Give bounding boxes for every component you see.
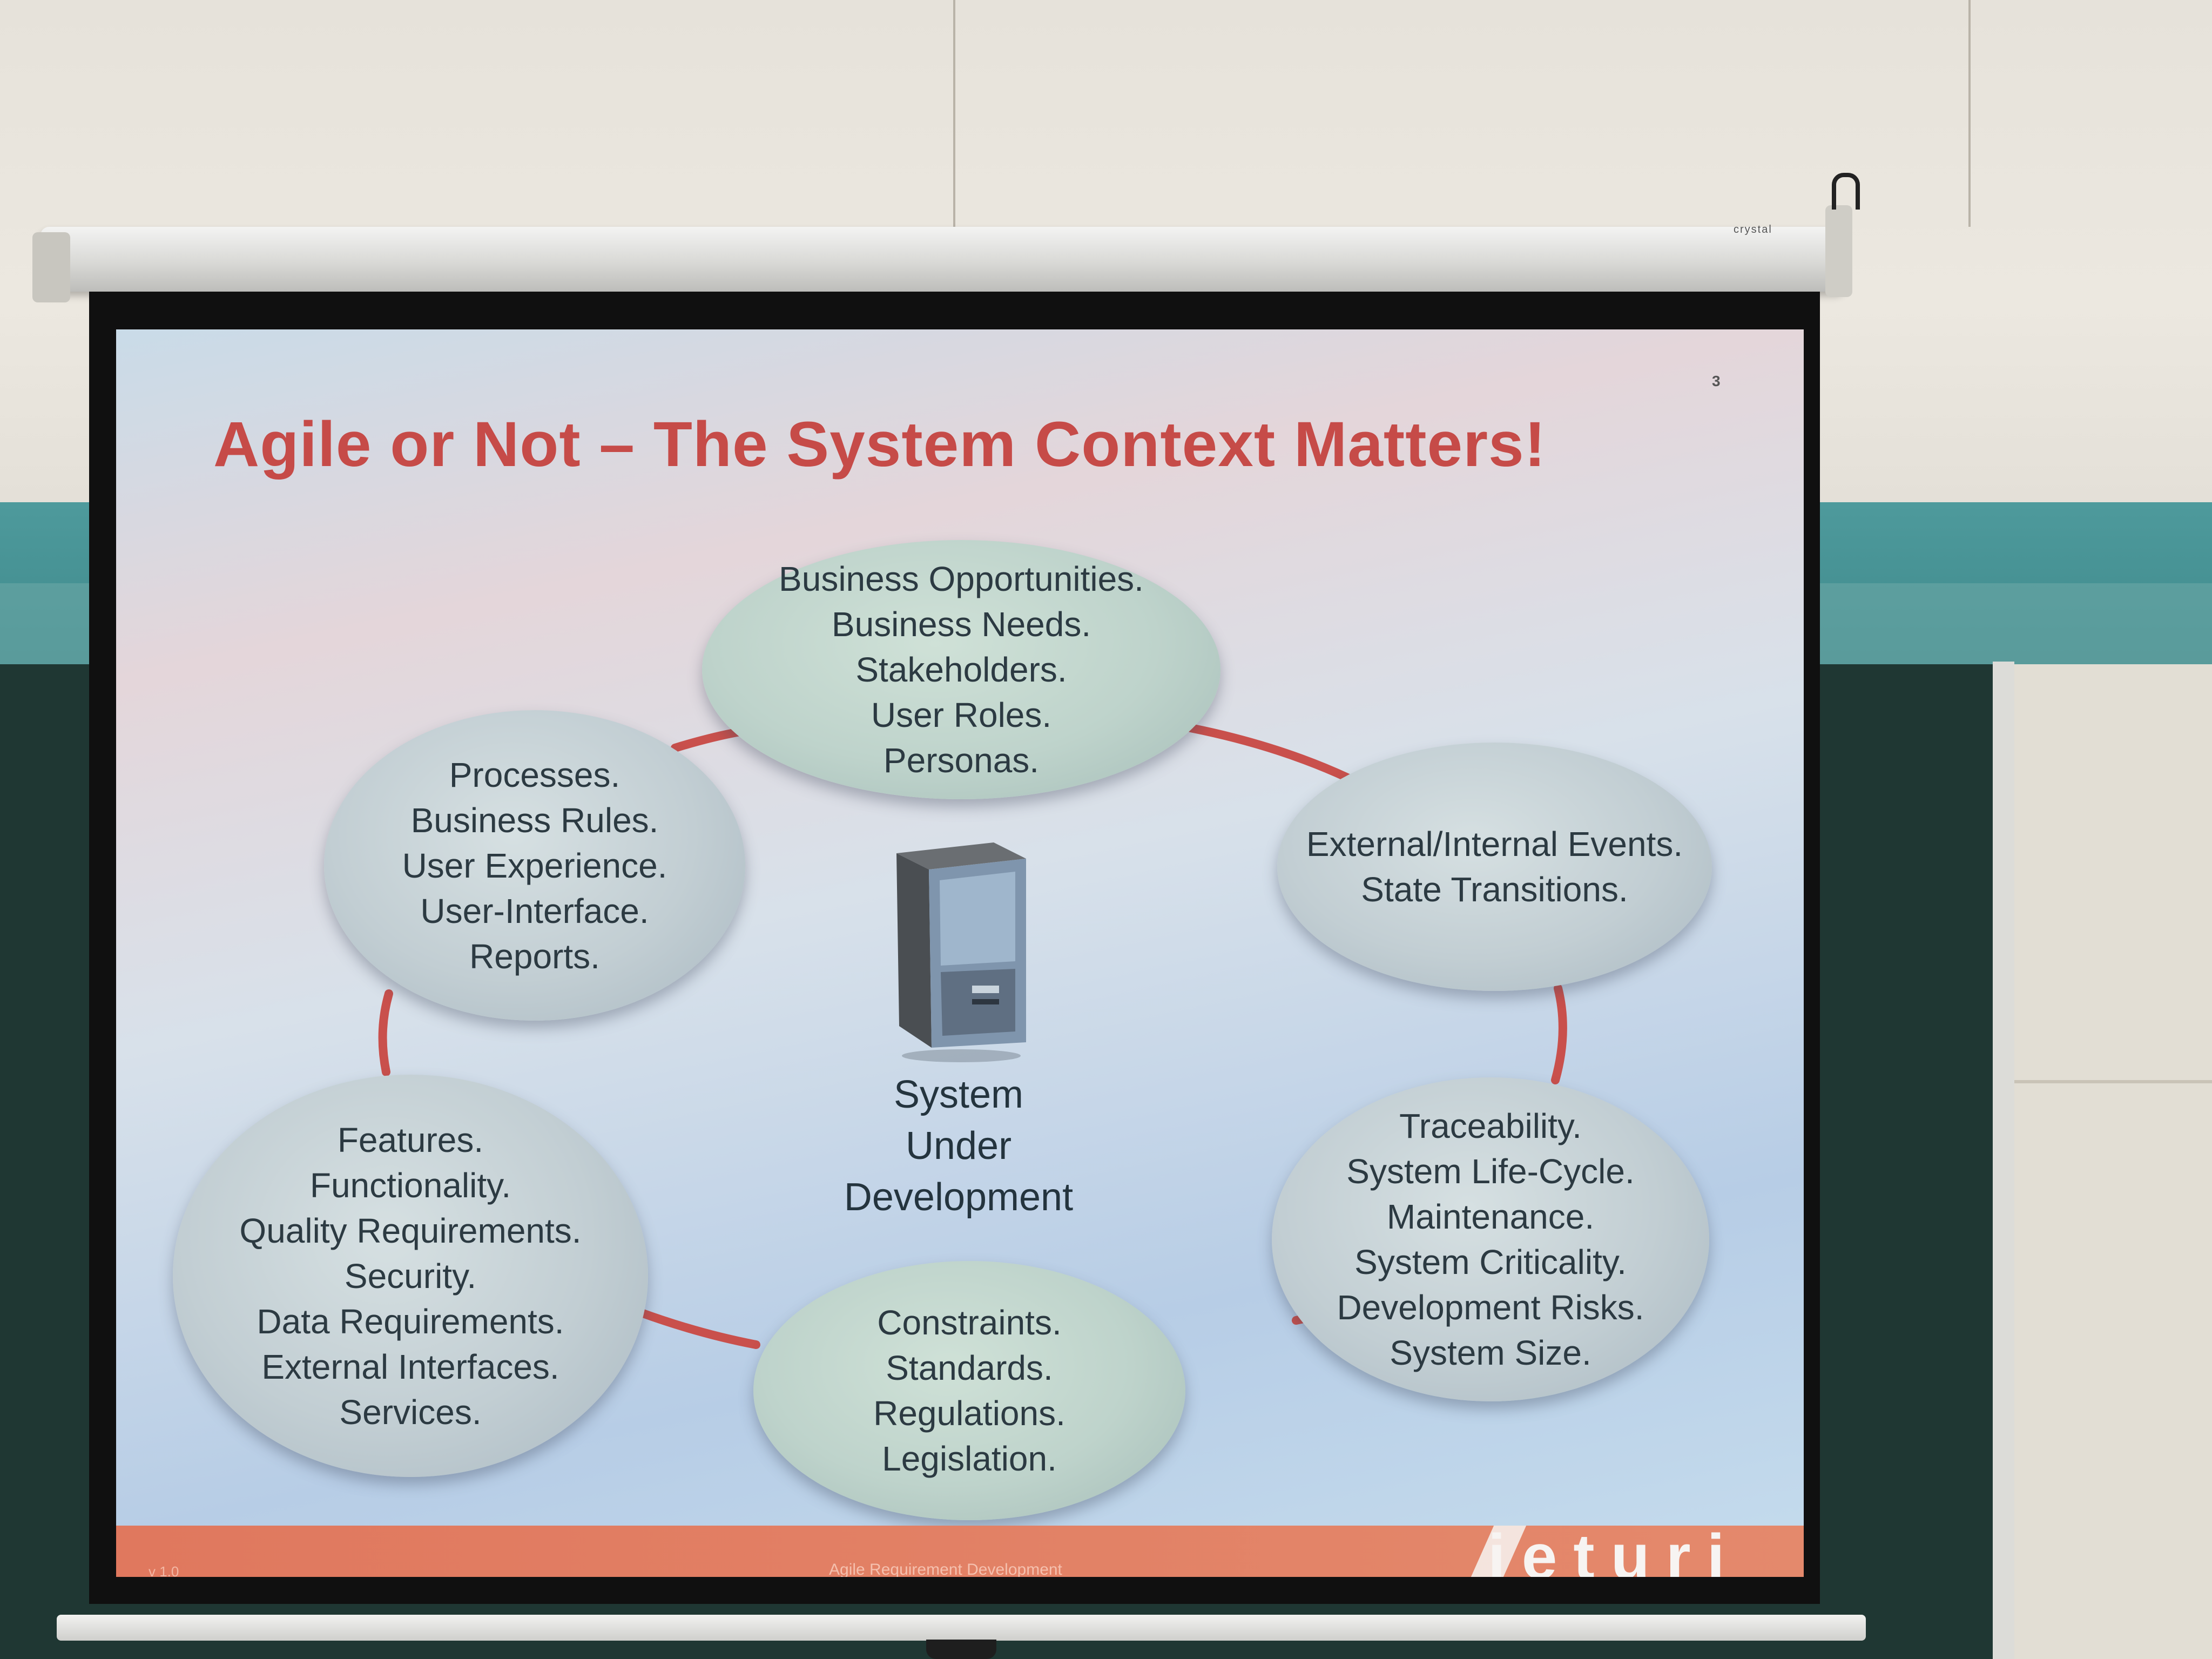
bubble-line: Processes. — [449, 755, 621, 794]
center-label: System Under Development — [786, 1069, 1131, 1223]
bubble-line: Regulations. — [873, 1394, 1065, 1433]
wall-right — [2014, 664, 2212, 1659]
footer-course-title: Agile Requirement Development — [829, 1561, 1062, 1577]
connector-arc — [1551, 984, 1567, 1084]
bubble-line: Data Requirements. — [257, 1301, 564, 1341]
bubble-line: Development Risks. — [1337, 1288, 1644, 1327]
slide-footer — [116, 1526, 1804, 1577]
connector-arc — [1186, 724, 1352, 782]
bubble-line: Security. — [344, 1256, 477, 1296]
bubble-line: System Criticality. — [1354, 1243, 1627, 1282]
connector-arc — [378, 989, 393, 1076]
wall-seam — [1968, 0, 1971, 227]
center-label-line: System — [893, 1073, 1024, 1116]
context-bubble-left-upper: Processes. Business Rules. User Experien… — [324, 710, 745, 1021]
projected-slide: 3 Agile or Not – The System Context Matt… — [116, 329, 1804, 1577]
bubble-line: State Transitions. — [1361, 870, 1628, 909]
bubble-line: Functionality. — [309, 1165, 511, 1205]
context-bubble-bottom: Constraints. Standards. Regulations. Leg… — [753, 1261, 1185, 1520]
screen-pull-handle — [926, 1640, 996, 1659]
bubble-line: User Experience. — [402, 846, 667, 885]
context-bubble-right-upper: External/Internal Events. State Transiti… — [1277, 743, 1712, 991]
bubble-line: Business Rules. — [410, 800, 659, 840]
bubble-line: Quality Requirements. — [239, 1211, 582, 1250]
roller-cap-right — [1825, 205, 1852, 297]
bubble-line: System Size. — [1390, 1333, 1591, 1372]
bubble-line: Business Opportunities. — [779, 559, 1144, 598]
projector-screen-roller — [41, 227, 1844, 292]
bubble-line: Traceability. — [1399, 1107, 1582, 1145]
screen-brand-logo: crystal — [1734, 224, 1772, 235]
footer-version: v 1.0 — [149, 1563, 179, 1577]
bubble-line: External/Internal Events. — [1306, 825, 1683, 864]
bubble-line: Features. — [337, 1120, 484, 1159]
bubble-line: User-Interface. — [420, 891, 649, 930]
screen-hook — [1832, 173, 1860, 210]
connector-arc — [636, 1308, 760, 1349]
bubble-line: External Interfaces. — [261, 1347, 559, 1386]
wall-seam — [953, 0, 955, 227]
bubble-line: Legislation. — [882, 1439, 1057, 1478]
bubble-line: System Life-Cycle. — [1346, 1152, 1635, 1191]
context-bubble-left-lower: Features. Functionality. Quality Require… — [173, 1075, 648, 1477]
roller-cap-left — [32, 232, 70, 302]
slide-page-number: 3 — [1712, 373, 1721, 389]
bubble-line: Constraints. — [877, 1303, 1062, 1342]
connector-arc — [671, 727, 744, 752]
bubble-line: Personas. — [883, 741, 1040, 780]
wall-seam — [2014, 1080, 2212, 1083]
company-logo: ieturi — [1488, 1521, 1741, 1577]
bubble-line: Services. — [339, 1392, 482, 1432]
bubble-line: Standards. — [886, 1348, 1053, 1387]
server-tower-icon — [896, 842, 1026, 1062]
context-bubble-top: Business Opportunities. Business Needs. … — [702, 540, 1220, 799]
bubble-line: User Roles. — [871, 696, 1052, 734]
slide-title: Agile or Not – The System Context Matter… — [213, 409, 1546, 480]
bubble-line: Maintenance. — [1386, 1197, 1595, 1236]
center-label-line: Development — [844, 1176, 1074, 1219]
screen-bottom-bar — [57, 1615, 1866, 1641]
chalkboard-frame — [1993, 662, 2014, 1659]
bubble-line: Stakeholders. — [855, 650, 1067, 689]
bubble-line: Business Needs. — [831, 605, 1091, 644]
center-label-line: Under — [905, 1124, 1012, 1168]
bubble-line: Reports. — [469, 936, 600, 976]
context-bubble-right-lower: Traceability. System Life-Cycle. Mainten… — [1272, 1077, 1709, 1401]
